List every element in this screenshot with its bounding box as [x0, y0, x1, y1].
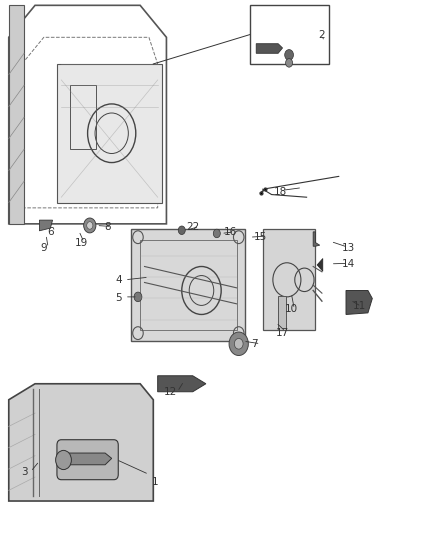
Polygon shape — [263, 229, 315, 330]
Polygon shape — [9, 384, 153, 501]
Text: 3: 3 — [21, 467, 28, 477]
Circle shape — [234, 338, 243, 349]
Text: 14: 14 — [342, 259, 355, 269]
Circle shape — [213, 229, 220, 238]
Text: 16: 16 — [223, 227, 237, 237]
FancyBboxPatch shape — [57, 440, 118, 480]
Text: 7: 7 — [251, 339, 258, 349]
Polygon shape — [57, 64, 162, 203]
Polygon shape — [68, 453, 112, 466]
Polygon shape — [256, 44, 283, 53]
Circle shape — [286, 59, 293, 67]
Circle shape — [178, 226, 185, 235]
Polygon shape — [9, 5, 24, 224]
Polygon shape — [313, 232, 320, 246]
Polygon shape — [39, 220, 53, 231]
Text: 9: 9 — [40, 243, 47, 253]
Text: 18: 18 — [274, 187, 287, 197]
Text: 12: 12 — [164, 387, 177, 397]
Polygon shape — [317, 259, 323, 271]
Text: 11: 11 — [353, 302, 366, 311]
Circle shape — [134, 292, 142, 302]
Circle shape — [285, 50, 293, 60]
Text: 1: 1 — [152, 478, 159, 487]
Bar — [70, 85, 96, 149]
Circle shape — [87, 222, 93, 229]
Bar — [278, 296, 286, 330]
Bar — [250, 5, 328, 64]
Text: 8: 8 — [104, 222, 111, 231]
Text: 4: 4 — [115, 275, 122, 285]
Text: 10: 10 — [285, 304, 298, 314]
Circle shape — [56, 450, 71, 470]
Text: 2: 2 — [318, 30, 325, 39]
Polygon shape — [158, 376, 206, 392]
Text: 5: 5 — [115, 294, 122, 303]
Text: 15: 15 — [254, 232, 267, 242]
Text: 6: 6 — [47, 227, 54, 237]
Polygon shape — [131, 229, 245, 341]
Text: 22: 22 — [186, 222, 199, 231]
Text: 19: 19 — [74, 238, 88, 247]
Text: 17: 17 — [276, 328, 289, 338]
Circle shape — [84, 218, 96, 233]
Circle shape — [229, 332, 248, 356]
Polygon shape — [346, 290, 372, 314]
Text: 13: 13 — [342, 243, 355, 253]
